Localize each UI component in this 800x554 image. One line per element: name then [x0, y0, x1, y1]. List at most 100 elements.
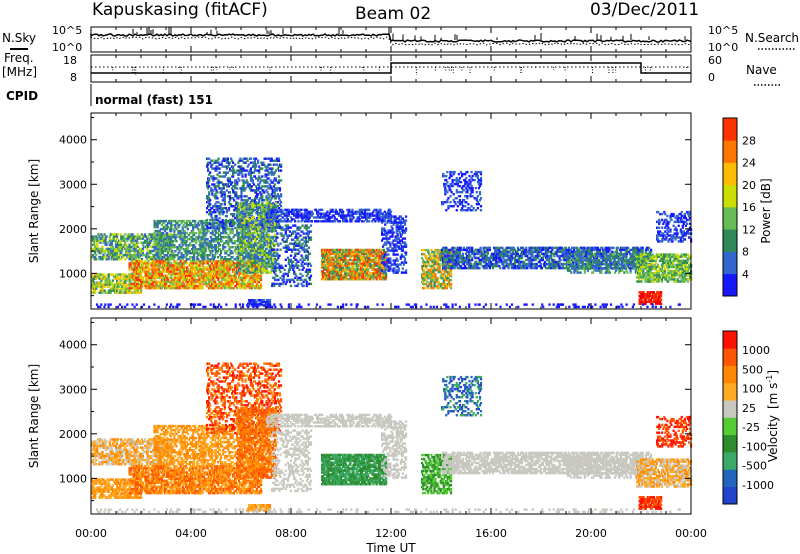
- power-cell: [168, 238, 170, 240]
- power-cell: [245, 285, 247, 287]
- power-cell: [114, 233, 116, 235]
- power-cell: [187, 228, 189, 230]
- power-cell: [209, 171, 211, 173]
- power-cell: [222, 165, 224, 167]
- power-cell: [232, 252, 234, 254]
- power-cell: [135, 246, 137, 248]
- power-cell: [186, 232, 188, 234]
- power-cell: [144, 233, 146, 235]
- power-cell: [172, 240, 174, 242]
- power-cell: [146, 258, 148, 260]
- power-cell: [131, 246, 133, 248]
- power-cell: [197, 258, 199, 260]
- power-cell: [133, 283, 135, 285]
- cpid-text: normal (fast) 151: [95, 93, 213, 107]
- power-cell: [177, 262, 179, 264]
- power-cell: [258, 275, 260, 277]
- power-cell: [250, 158, 252, 160]
- power-cell: [249, 275, 251, 277]
- power-cell: [148, 277, 150, 279]
- power-cell: [193, 238, 195, 240]
- power-cell: [145, 262, 147, 264]
- power-cell: [115, 246, 117, 248]
- power-cell: [180, 260, 182, 262]
- power-cell: [225, 277, 227, 279]
- power-cell: [222, 283, 224, 285]
- power-cell: [107, 248, 109, 250]
- power-cell: [223, 211, 225, 213]
- power-cell: [245, 275, 247, 277]
- power-cell: [239, 158, 241, 160]
- power-cell: [226, 250, 228, 252]
- power-cell: [119, 240, 121, 242]
- power-cell: [229, 195, 231, 197]
- power-cell: [124, 233, 126, 235]
- power-cell: [195, 236, 197, 238]
- power-cell: [251, 275, 253, 277]
- nsearch-label: N.Search: [745, 31, 799, 45]
- power-cell: [150, 240, 152, 242]
- power-cell: [118, 244, 120, 246]
- power-cell: [229, 177, 231, 179]
- power-cell: [211, 183, 213, 185]
- power-cell: [197, 248, 199, 250]
- power-cell: [172, 220, 174, 222]
- power-cell: [166, 264, 168, 266]
- nsky-tick-bottom: 10^0: [52, 41, 82, 54]
- power-cell: [148, 237, 150, 239]
- power-cell: [219, 244, 221, 246]
- power-cell: [140, 273, 142, 275]
- power-cell: [180, 266, 182, 268]
- nave-tick-top: 60: [708, 54, 722, 67]
- power-cell: [148, 283, 150, 285]
- power-cell: [227, 264, 229, 266]
- power-cell: [214, 264, 216, 266]
- power-cell: [212, 254, 214, 256]
- power-cell: [191, 285, 193, 287]
- power-cell: [217, 277, 219, 279]
- power-cell: [112, 283, 114, 285]
- power-cell: [112, 233, 114, 235]
- power-cell: [224, 246, 226, 248]
- power-cell: [182, 277, 184, 279]
- power-cell: [205, 238, 207, 240]
- power-cell: [145, 266, 147, 268]
- power-cell: [141, 242, 143, 244]
- power-cell: [214, 277, 216, 279]
- power-cell: [227, 158, 229, 160]
- power-cell: [236, 287, 238, 289]
- power-cell: [100, 277, 102, 279]
- power-cell: [250, 167, 252, 169]
- power-cell: [255, 158, 257, 160]
- power-cell: [175, 240, 177, 242]
- power-cell: [209, 277, 211, 279]
- power-cell: [138, 264, 140, 266]
- power-cell: [206, 219, 208, 221]
- power-cell: [206, 283, 208, 285]
- power-cell: [159, 264, 161, 266]
- power-cell: [261, 225, 263, 227]
- power-cell: [234, 240, 236, 242]
- power-cell: [216, 219, 218, 221]
- power-cell: [255, 164, 257, 166]
- power-cell: [117, 233, 119, 235]
- power-cell: [261, 195, 263, 197]
- power-cell: [142, 277, 144, 279]
- power-cell: [133, 277, 135, 279]
- power-cell: [147, 246, 149, 248]
- power-cell: [215, 177, 217, 179]
- power-cell: [119, 254, 121, 256]
- power-cell: [139, 277, 141, 279]
- power-cell: [229, 277, 231, 279]
- power-cell: [194, 220, 196, 222]
- nsky-tick-top: 10^5: [52, 24, 82, 37]
- power-cell: [151, 250, 153, 252]
- power-cell: [108, 258, 110, 260]
- power-cell: [226, 279, 228, 281]
- power-cell: [170, 277, 172, 279]
- power-cell: [111, 244, 113, 246]
- power-cell: [213, 283, 215, 285]
- power-cell: [209, 203, 211, 205]
- power-cell: [124, 237, 126, 239]
- freq-trace: [91, 63, 691, 75]
